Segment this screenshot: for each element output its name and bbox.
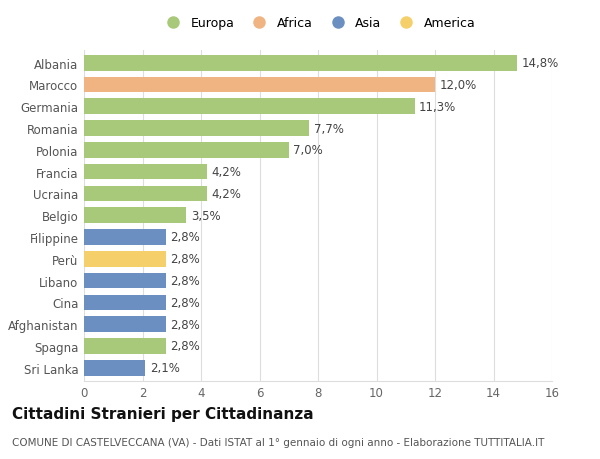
Bar xyxy=(84,360,145,376)
Text: COMUNE DI CASTELVECCANA (VA) - Dati ISTAT al 1° gennaio di ogni anno - Elaborazi: COMUNE DI CASTELVECCANA (VA) - Dati ISTA… xyxy=(12,437,544,447)
Text: 2,8%: 2,8% xyxy=(170,231,200,244)
Bar xyxy=(84,78,435,93)
Bar xyxy=(84,338,166,354)
Text: 7,7%: 7,7% xyxy=(314,122,343,135)
Legend: Europa, Africa, Asia, America: Europa, Africa, Asia, America xyxy=(160,17,476,30)
Bar xyxy=(84,164,207,180)
Bar xyxy=(84,143,289,158)
Text: 14,8%: 14,8% xyxy=(521,57,559,70)
Bar xyxy=(84,208,187,224)
Text: 2,8%: 2,8% xyxy=(170,318,200,331)
Text: 2,8%: 2,8% xyxy=(170,340,200,353)
Bar xyxy=(84,121,309,137)
Text: 11,3%: 11,3% xyxy=(419,101,456,113)
Bar xyxy=(84,252,166,267)
Text: 2,8%: 2,8% xyxy=(170,296,200,309)
Bar xyxy=(84,230,166,245)
Bar xyxy=(84,99,415,115)
Bar xyxy=(84,317,166,332)
Text: 2,1%: 2,1% xyxy=(150,361,179,375)
Text: 12,0%: 12,0% xyxy=(439,79,476,92)
Text: 2,8%: 2,8% xyxy=(170,274,200,287)
Text: Cittadini Stranieri per Cittadinanza: Cittadini Stranieri per Cittadinanza xyxy=(12,406,314,421)
Text: 4,2%: 4,2% xyxy=(211,166,241,179)
Bar xyxy=(84,295,166,311)
Bar xyxy=(84,273,166,289)
Text: 2,8%: 2,8% xyxy=(170,253,200,266)
Text: 3,5%: 3,5% xyxy=(191,209,220,222)
Text: 4,2%: 4,2% xyxy=(211,188,241,201)
Text: 7,0%: 7,0% xyxy=(293,144,323,157)
Bar xyxy=(84,56,517,71)
Bar xyxy=(84,186,207,202)
